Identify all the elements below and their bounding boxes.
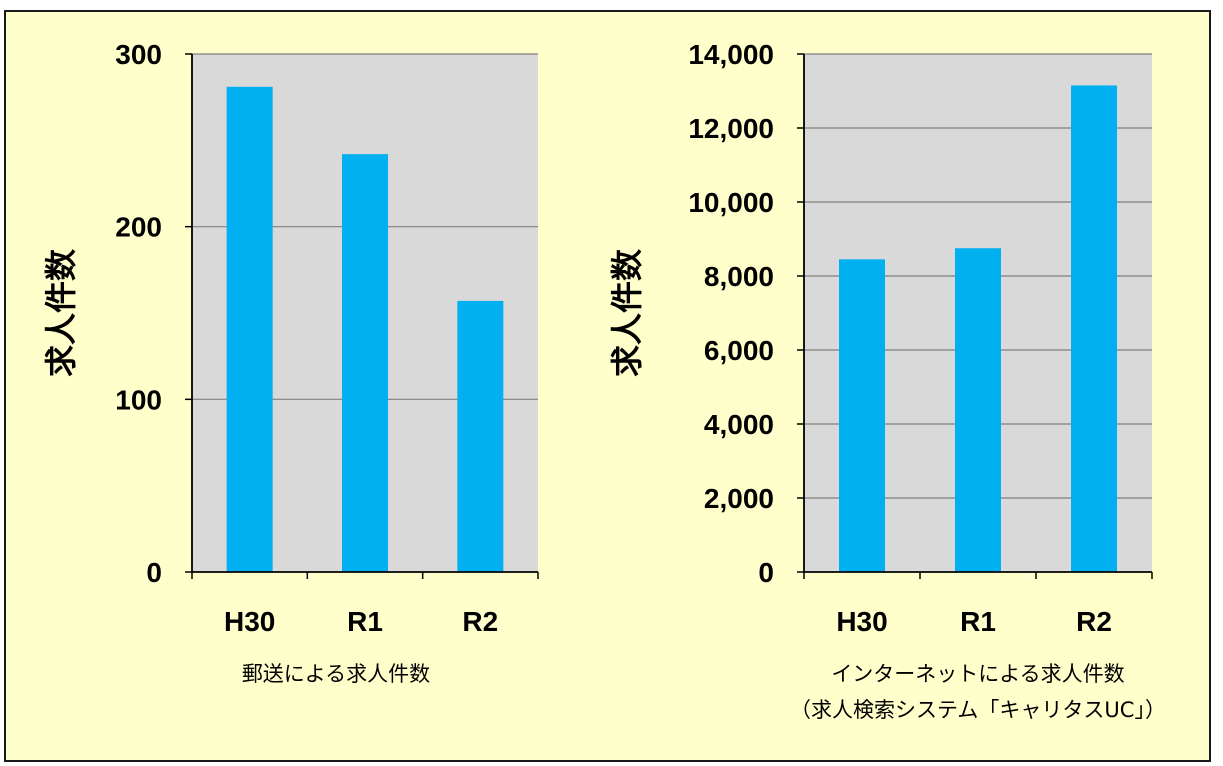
- x-tick-label: H30: [836, 606, 887, 637]
- y-tick-label: 300: [115, 39, 162, 70]
- y-tick-label: 14,000: [688, 39, 774, 70]
- y-tick-label: 0: [146, 557, 162, 588]
- axes: [803, 54, 1153, 579]
- y-tick-labels: 0 2,000 4,000 6,000 8,000 10,000 12,000 14,000: [688, 39, 774, 588]
- y-tick-label: 200: [115, 212, 162, 243]
- x-tick-label: R2: [462, 606, 498, 637]
- x-axis-caption-line2: （求人検索システム「キャリタスUC」）: [790, 698, 1166, 722]
- y-axis-label: 求人件数: [42, 248, 80, 377]
- y-tick-label: 2,000: [704, 483, 774, 514]
- bar-h30: [226, 86, 273, 572]
- x-tick-label: R1: [347, 606, 383, 637]
- y-tick-label: 8,000: [704, 261, 774, 292]
- y-tick-label: 6,000: [704, 335, 774, 366]
- y-tick-label: 100: [115, 384, 162, 415]
- x-tick-label: H30: [224, 606, 275, 637]
- bars: [226, 86, 504, 572]
- y-tick-label: 10,000: [688, 187, 774, 218]
- bar-r1: [955, 248, 1001, 572]
- x-tick-label: R1: [960, 606, 996, 637]
- x-tick-labels: H30 R1 R2: [224, 606, 498, 637]
- x-axis-caption: インターネットによる求人件数: [831, 662, 1124, 686]
- bar-r1: [342, 154, 388, 572]
- bar-r2: [457, 300, 504, 572]
- y-axis-label: 求人件数: [608, 248, 646, 377]
- internet-job-offers-chart: 02,0004,0006,0008,00010,00012,00014,000 …: [608, 39, 1166, 722]
- bar-r2: [1071, 85, 1117, 572]
- axes: [191, 54, 539, 579]
- bar-h30: [839, 259, 885, 572]
- x-tick-labels: H30 R1 R2: [836, 606, 1112, 637]
- y-tick-labels: 0 100 200 300: [115, 39, 162, 588]
- postal-job-offers-chart: 0 100 200 300 H30 R1 R2 求人件数 郵送による求人件数: [42, 39, 539, 686]
- x-tick-label: R2: [1076, 606, 1112, 637]
- y-tick-label: 12,000: [688, 113, 774, 144]
- x-axis-caption: 郵送による求人件数: [242, 662, 430, 686]
- y-tick-label: 0: [758, 557, 774, 588]
- bars: [839, 85, 1117, 572]
- y-tick-label: 4,000: [704, 409, 774, 440]
